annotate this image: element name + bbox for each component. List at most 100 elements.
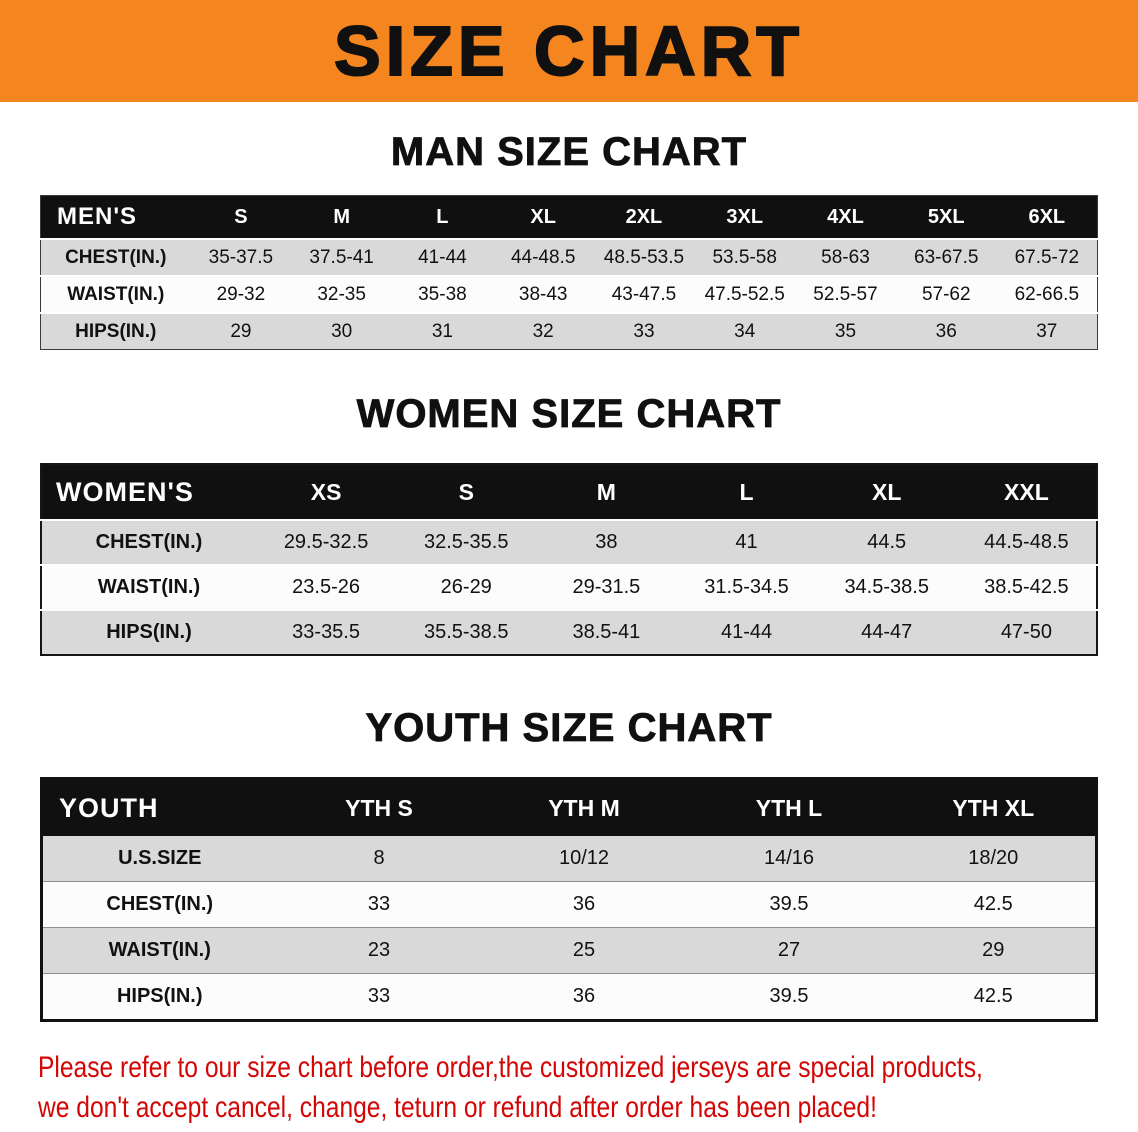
size-value-cell: 47.5-52.5	[704, 283, 785, 305]
size-value-cell: 41-44	[720, 621, 773, 643]
size-value-cell: 47-50	[1000, 621, 1052, 643]
size-value-cell: 33	[633, 320, 655, 342]
size-value-cell: 37.5-41	[309, 246, 374, 268]
measurement-label-cell: WAIST(IN.)	[67, 283, 165, 305]
men-header-row: MEN'S S M L XL 2XL 3XL 4XL 5XL 6XL	[40, 195, 1098, 239]
size-value-cell: 14/16	[763, 847, 815, 869]
table-row: HIPS(IN.) 29 30 31 32 33 34 35 36 37	[40, 313, 1098, 350]
size-value-cell: 33-35.5	[292, 621, 360, 643]
table-corner-label: YOUTH	[41, 778, 277, 836]
size-value-cell: 38	[595, 531, 618, 553]
size-value-cell: 27	[777, 939, 801, 961]
measurement-label-cell: HIPS(IN.)	[116, 985, 203, 1007]
table-corner-label: WOMEN'S	[41, 464, 256, 520]
table-row: WAIST(IN.) 29-32 32-35 35-38 38-43 43-47…	[40, 276, 1098, 313]
size-header-cell: L	[676, 464, 817, 520]
size-value-cell: 34.5-38.5	[844, 576, 929, 598]
size-value-cell: 44.5	[867, 531, 907, 553]
size-value-cell: 35	[834, 320, 857, 342]
women-size-table: WOMEN'S XS S M L XL XXL CHEST(IN.) 29.5-…	[40, 463, 1098, 656]
size-header-cell: YTH S	[276, 778, 482, 836]
size-header-cell: S	[190, 195, 292, 239]
size-value-cell: 35.5-38.5	[423, 621, 509, 643]
size-value-cell: 38.5-42.5	[984, 576, 1069, 598]
size-value-cell: 29.5-32.5	[283, 531, 369, 553]
table-row: HIPS(IN.) 33 36 39.5 42.5	[41, 973, 1097, 1021]
size-value-cell: 32	[532, 320, 554, 342]
size-value-cell: 58-63	[821, 246, 870, 268]
size-value-cell: 8	[373, 847, 385, 869]
size-value-cell: 35-37.5	[208, 246, 274, 268]
disclaimer: Please refer to our size chart before or…	[38, 1048, 1100, 1127]
size-value-cell: 44-48.5	[510, 246, 576, 268]
measurement-label-cell: CHEST(IN.)	[95, 531, 203, 553]
table-row: CHEST(IN.) 35-37.5 37.5-41 41-44 44-48.5…	[40, 239, 1098, 276]
table-corner-label: MEN'S	[40, 195, 191, 239]
table-row: CHEST(IN.) 33 36 39.5 42.5	[41, 881, 1097, 928]
table-row: HIPS(IN.) 33-35.5 35.5-38.5 38.5-41 41-4…	[41, 610, 1097, 655]
size-value-cell: 38.5-41	[572, 621, 641, 643]
size-value-cell: 42.5	[973, 985, 1013, 1007]
size-value-cell: 23	[367, 939, 391, 961]
women-section: WOMEN SIZE CHART WOMEN'S XS S M L XL XXL…	[0, 350, 1138, 656]
youth-header-row: YOUTH YTH S YTH M YTH L YTH XL	[41, 778, 1097, 836]
size-value-cell: 30	[331, 320, 353, 342]
size-value-cell: 38-43	[518, 283, 568, 305]
size-value-cell: 63-67.5	[914, 246, 979, 268]
size-value-cell: 33	[367, 893, 391, 915]
table-row: WAIST(IN.) 23.5-26 26-29 29-31.5 31.5-34…	[41, 565, 1097, 610]
measurement-label-cell: HIPS(IN.)	[75, 320, 157, 342]
size-value-cell: 43-47.5	[611, 283, 677, 305]
size-header-cell: XL	[492, 195, 594, 239]
table-row: WAIST(IN.) 23 25 27 29	[41, 927, 1097, 974]
banner: SIZE CHART	[0, 0, 1138, 102]
size-header-cell: 6XL	[996, 195, 1098, 239]
page-title: SIZE CHART	[333, 11, 804, 91]
size-header-cell: 2XL	[593, 195, 695, 239]
size-header-cell: 4XL	[795, 195, 896, 239]
table-row: CHEST(IN.) 29.5-32.5 32.5-35.5 38 41 44.…	[41, 520, 1097, 565]
size-value-cell: 29-32	[216, 283, 266, 305]
size-header-cell: M	[536, 464, 677, 520]
size-value-cell: 10/12	[558, 847, 610, 869]
size-header-cell: S	[396, 464, 537, 520]
size-header-cell: XS	[256, 464, 397, 520]
size-value-cell: 42.5	[973, 893, 1013, 915]
disclaimer-line-2: we don't accept cancel, change, teturn o…	[38, 1090, 877, 1124]
youth-section: YOUTH SIZE CHART YOUTH YTH S YTH M YTH L…	[0, 656, 1138, 1022]
table-row: U.S.SIZE 8 10/12 14/16 18/20	[41, 836, 1097, 882]
size-value-cell: 44-47	[861, 621, 913, 643]
size-value-cell: 36	[935, 320, 957, 342]
measurement-label-cell: WAIST(IN.)	[108, 939, 211, 961]
size-value-cell: 67.5-72	[1014, 246, 1080, 268]
size-value-cell: 35-38	[418, 283, 467, 305]
size-value-cell: 29-31.5	[572, 576, 641, 598]
size-value-cell: 41-44	[418, 246, 467, 268]
size-value-cell: 18/20	[968, 847, 1019, 869]
size-value-cell: 31.5-34.5	[704, 576, 789, 598]
measurement-label-cell: HIPS(IN.)	[106, 621, 192, 643]
size-value-cell: 41	[735, 531, 758, 553]
size-header-cell: YTH M	[481, 778, 687, 836]
size-header-cell: XL	[816, 464, 957, 520]
size-value-cell: 29	[230, 320, 252, 342]
size-value-cell: 25	[572, 939, 596, 961]
size-value-cell: 36	[572, 893, 596, 915]
measurement-label-cell: CHEST(IN.)	[65, 246, 167, 268]
size-value-cell: 48.5-53.5	[603, 246, 685, 268]
men-size-table: MEN'S S M L XL 2XL 3XL 4XL 5XL 6XL CHEST…	[40, 195, 1098, 350]
size-value-cell: 62-66.5	[1014, 283, 1080, 305]
measurement-label-cell: WAIST(IN.)	[97, 576, 201, 598]
size-header-cell: XXL	[956, 464, 1097, 520]
men-section: MAN SIZE CHART MEN'S S M L XL 2XL 3XL 4X…	[0, 102, 1138, 350]
size-value-cell: 53.5-58	[712, 246, 777, 268]
size-value-cell: 32-35	[317, 283, 366, 305]
size-value-cell: 33	[367, 985, 391, 1007]
size-value-cell: 39.5	[769, 893, 809, 915]
women-header-row: WOMEN'S XS S M L XL XXL	[41, 464, 1097, 520]
size-value-cell: 57-62	[921, 283, 971, 305]
measurement-label-cell: U.S.SIZE	[118, 847, 202, 869]
size-header-cell: YTH L	[686, 778, 892, 836]
size-header-cell: 5XL	[895, 195, 997, 239]
